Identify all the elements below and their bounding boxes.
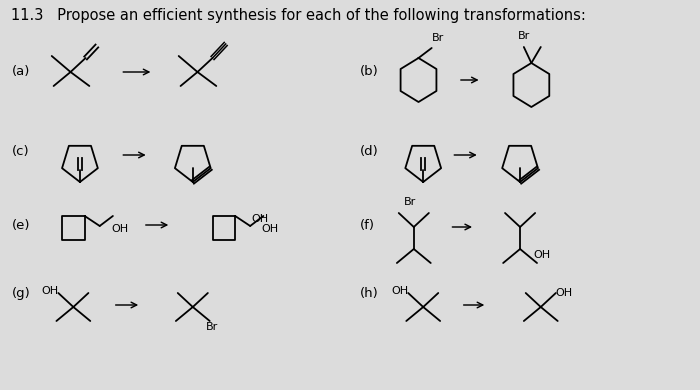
Text: (f): (f): [360, 218, 375, 232]
Text: Br: Br: [206, 322, 218, 332]
Text: OH: OH: [391, 286, 408, 296]
Text: (h): (h): [360, 287, 379, 301]
Text: OH: OH: [41, 286, 59, 296]
Text: 11.3   Propose an efficient synthesis for each of the following transformations:: 11.3 Propose an efficient synthesis for …: [11, 8, 586, 23]
Text: Br: Br: [404, 197, 416, 207]
Text: (c): (c): [12, 145, 30, 158]
Text: (d): (d): [360, 145, 379, 158]
Text: OH: OH: [262, 224, 279, 234]
Text: OH: OH: [251, 214, 268, 224]
Text: OH: OH: [111, 224, 128, 234]
Text: (e): (e): [12, 218, 31, 232]
Text: Br: Br: [518, 31, 531, 41]
Text: (a): (a): [12, 66, 31, 78]
Text: (b): (b): [360, 66, 379, 78]
Text: Br: Br: [432, 33, 444, 43]
Text: (g): (g): [12, 287, 31, 301]
Text: OH: OH: [556, 288, 573, 298]
Text: OH: OH: [533, 250, 550, 260]
